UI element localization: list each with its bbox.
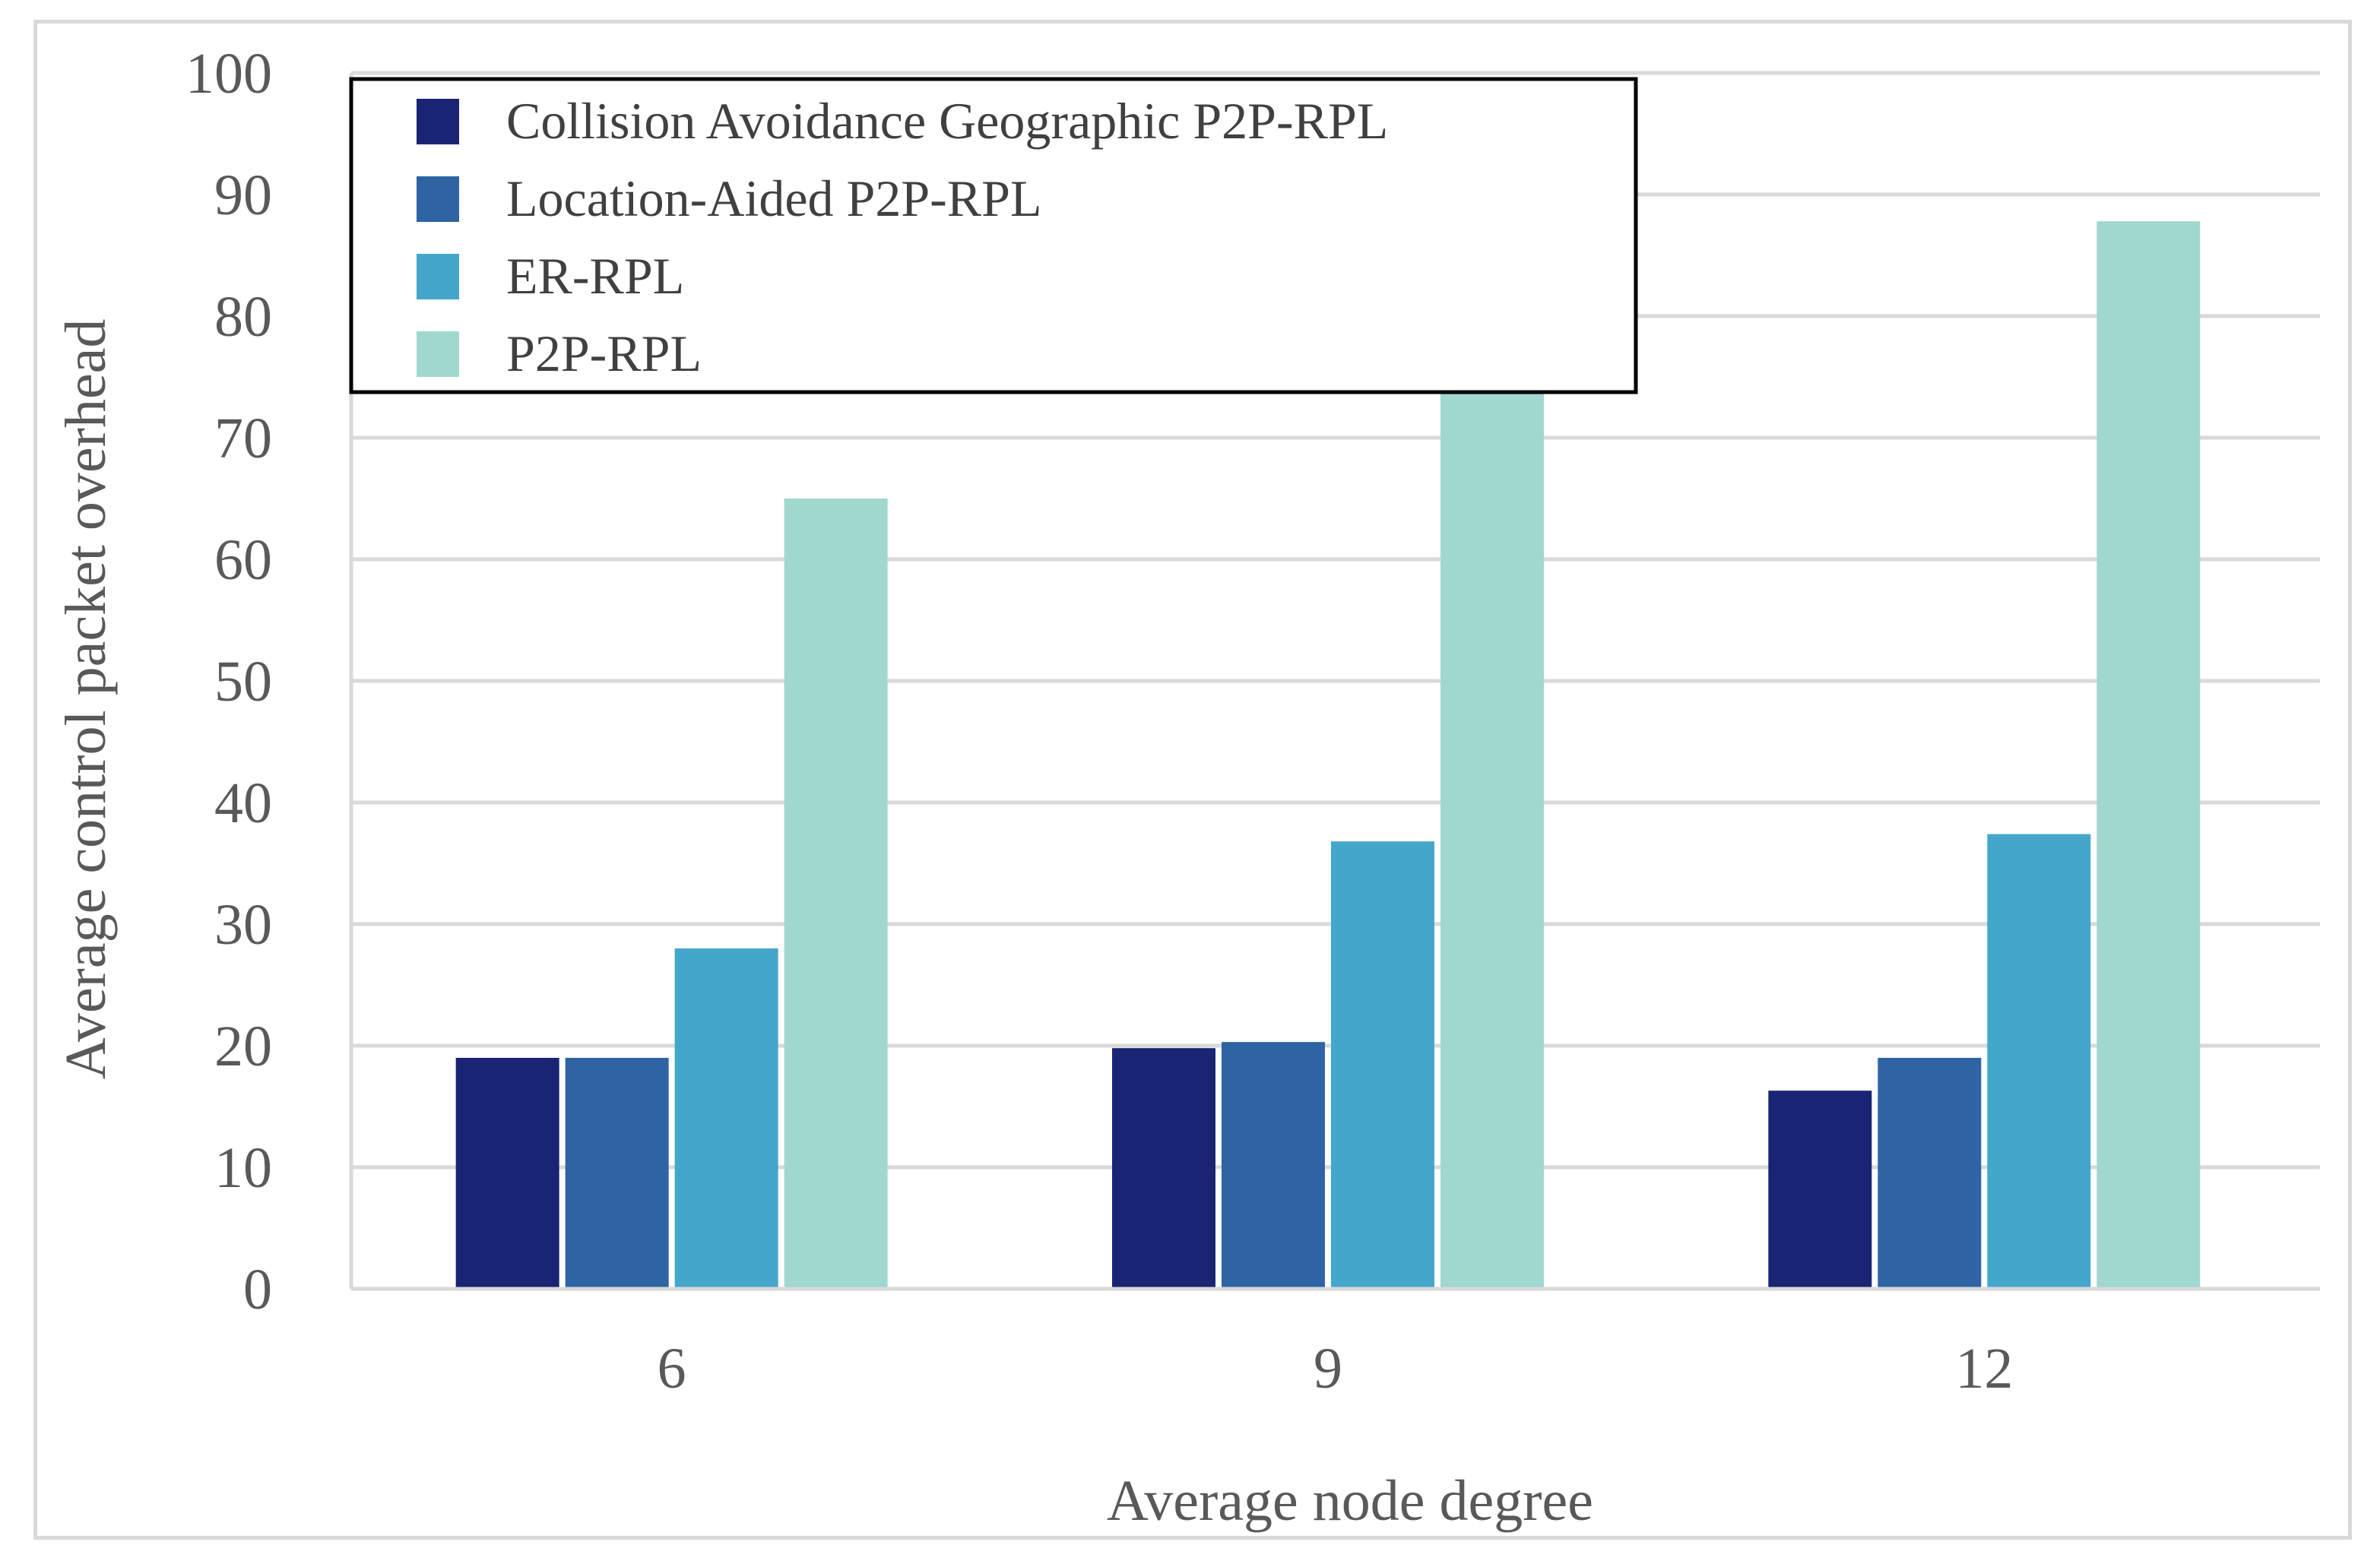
y-tick-label: 60 xyxy=(214,528,272,592)
y-tick-label: 70 xyxy=(214,407,272,470)
legend-label: Location-Aided P2P-RPL xyxy=(506,169,1042,227)
bar-p2p-rpl-6 xyxy=(784,499,888,1289)
bar-er-rpl-12 xyxy=(1987,834,2091,1289)
bar-collision-avoidance-geographic-p2p-rpl-12 xyxy=(1768,1091,1872,1289)
legend-box xyxy=(349,77,1638,394)
bars xyxy=(455,221,2201,1290)
bar-er-rpl-6 xyxy=(674,948,778,1289)
legend-swatch xyxy=(417,254,459,299)
legend-label: P2P-RPL xyxy=(506,324,702,382)
x-tick-label: 6 xyxy=(658,1337,686,1401)
legend-swatch xyxy=(417,176,459,222)
x-tick-label: 12 xyxy=(1955,1337,2013,1401)
y-tick-label: 10 xyxy=(214,1136,272,1200)
legend-label: Collision Avoidance Geographic P2P-RPL xyxy=(506,92,1388,150)
bar-collision-avoidance-geographic-p2p-rpl-9 xyxy=(1112,1048,1215,1289)
y-tick-label: 100 xyxy=(185,42,272,106)
y-tick-label: 40 xyxy=(214,771,272,835)
legend: Collision Avoidance Geographic P2P-RPL Lo… xyxy=(349,77,1638,394)
y-tick-label: 90 xyxy=(214,163,272,227)
bar-collision-avoidance-geographic-p2p-rpl-6 xyxy=(455,1058,559,1289)
bar-location-aided-p2p-rpl-6 xyxy=(565,1058,669,1289)
y-tick-label: 0 xyxy=(243,1258,272,1322)
y-tick-label: 30 xyxy=(214,893,272,957)
bar-p2p-rpl-9 xyxy=(1440,367,1544,1290)
x-axis-title: Average node degree xyxy=(1107,1469,1593,1533)
legend-label: ER-RPL xyxy=(506,247,684,305)
legend-items: Collision Avoidance Geographic P2P-RPL Lo… xyxy=(417,92,1388,382)
y-tick-label: 20 xyxy=(214,1015,272,1078)
y-tick-label: 50 xyxy=(214,650,272,714)
bar-er-rpl-9 xyxy=(1331,841,1434,1289)
x-tick-labels: 6 9 12 xyxy=(658,1337,2014,1401)
x-tick-label: 9 xyxy=(1314,1337,1342,1401)
bar-location-aided-p2p-rpl-12 xyxy=(1878,1058,1982,1289)
y-axis-title: Average control packet overhead xyxy=(54,319,118,1080)
y-tick-labels: 0 10 20 30 40 50 60 70 80 90 100 xyxy=(185,42,272,1322)
bar-p2p-rpl-12 xyxy=(2096,221,2201,1290)
legend-swatch xyxy=(417,99,459,144)
y-tick-label: 80 xyxy=(214,285,272,349)
bar-location-aided-p2p-rpl-9 xyxy=(1222,1042,1325,1289)
legend-swatch xyxy=(417,331,459,377)
